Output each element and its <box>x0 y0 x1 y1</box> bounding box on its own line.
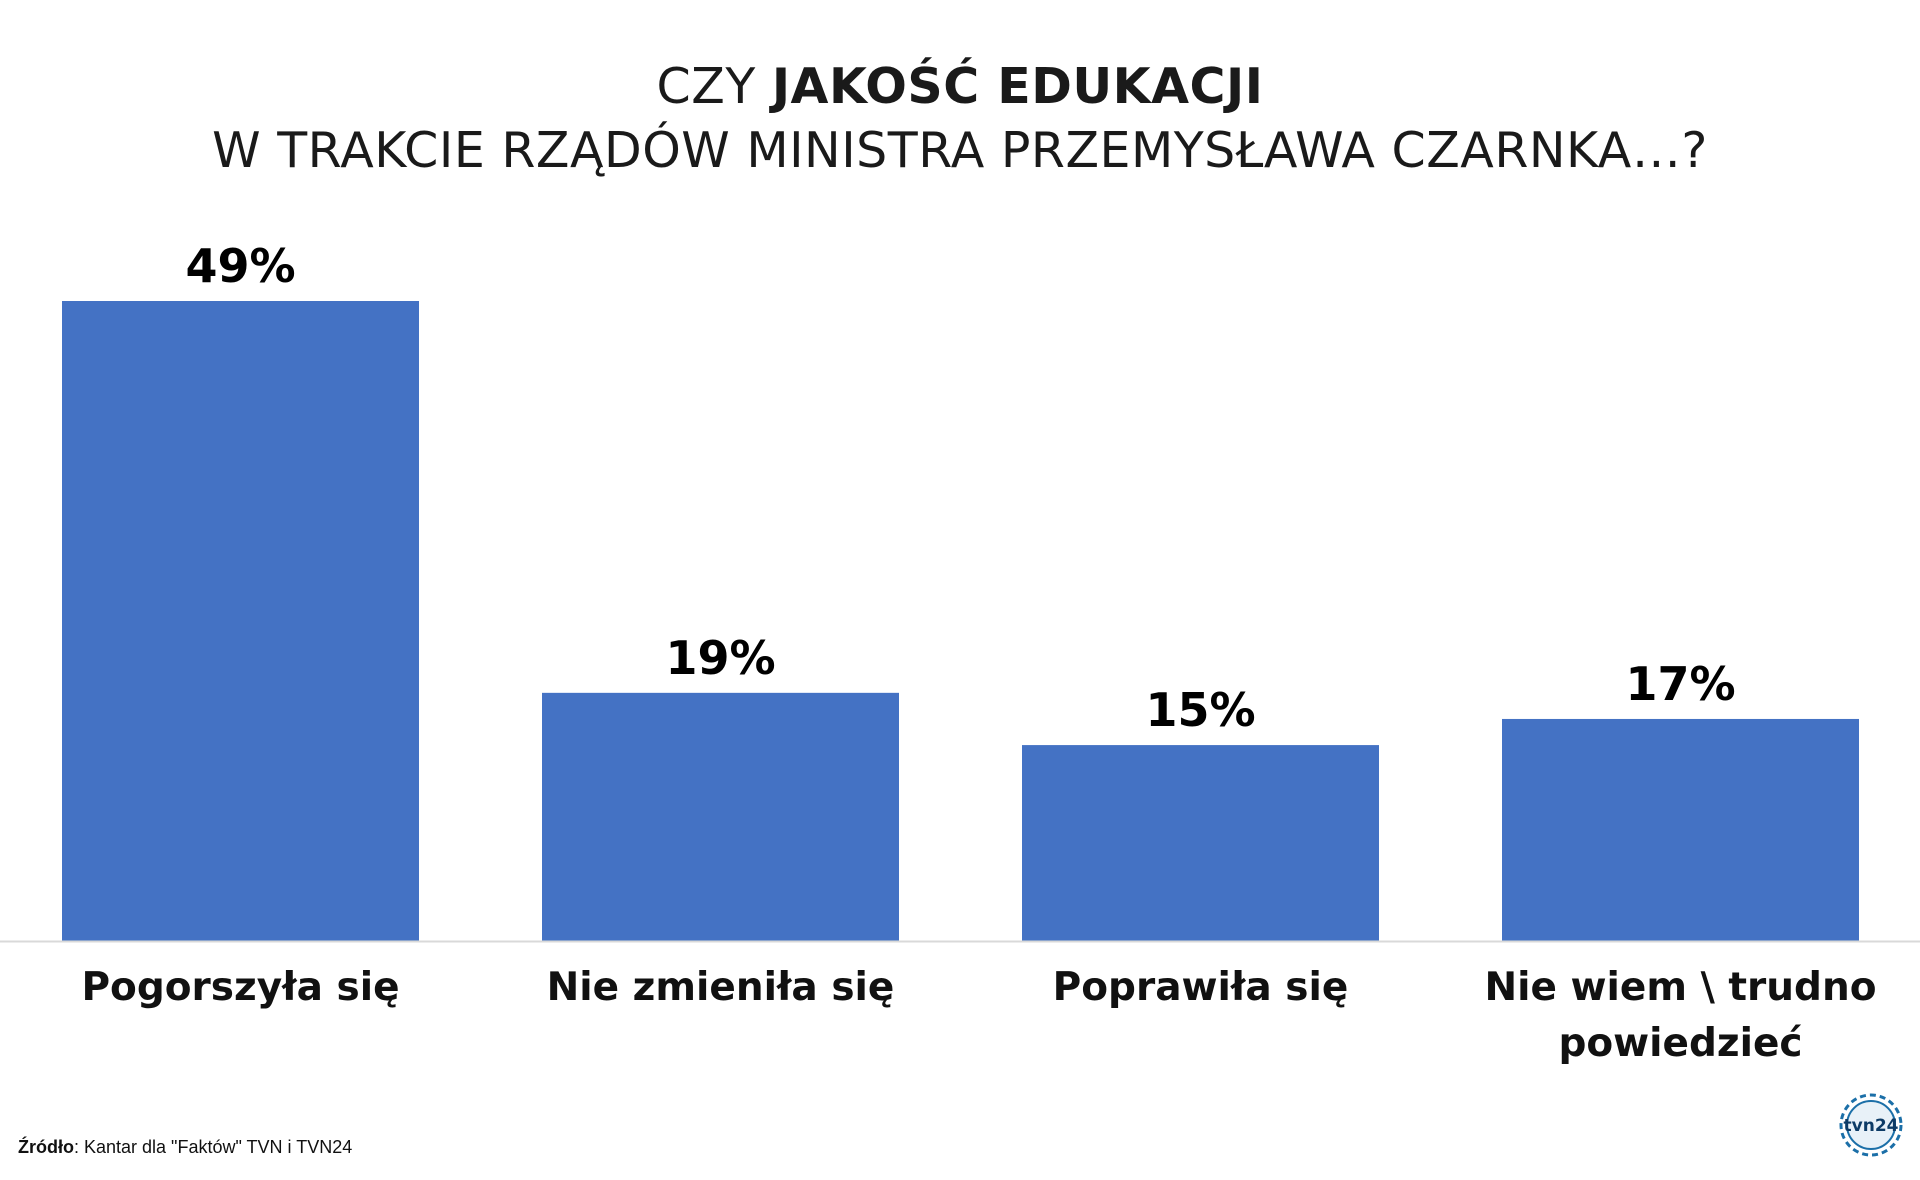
value-label-3: 15% <box>1145 683 1255 737</box>
source-note: Źródło: Kantar dla "Faktów" TVN i TVN24 <box>18 1137 352 1158</box>
source-text: : Kantar dla "Faktów" TVN i TVN24 <box>74 1137 353 1157</box>
bars-group <box>62 301 1859 941</box>
chart-title-line2: W TRAKCIE RZĄDÓW MINISTRA PRZEMYSŁAWA CZ… <box>212 122 1708 179</box>
bar-3 <box>1022 745 1379 941</box>
tvn24-logo-icon: tvn24 <box>1839 1093 1903 1157</box>
source-key: Źródło <box>18 1137 74 1157</box>
bar-4 <box>1502 718 1859 941</box>
title-prefix: CZY <box>656 58 772 115</box>
value-labels-group: 49% 19% 15% 17% <box>185 239 1735 737</box>
value-label-1: 49% <box>185 239 295 293</box>
category-label-4-line-1: Nie wiem \ trudno <box>1484 965 1876 1010</box>
tvn24-logo: tvn24 <box>1836 1090 1906 1160</box>
title-emphasis: JAKOŚĆ EDUKACJI <box>771 58 1264 115</box>
category-label-1: Pogorszyła się <box>81 965 399 1010</box>
chart-title-line1: CZY JAKOŚĆ EDUKACJI <box>0 58 1920 115</box>
category-labels-group: Pogorszyła się Nie zmieniła się Poprawiła … <box>81 965 1876 1066</box>
value-label-4: 17% <box>1625 657 1735 711</box>
category-label-3: Poprawiła się <box>1053 965 1349 1010</box>
svg-text:tvn24: tvn24 <box>1844 1116 1899 1136</box>
category-label-4-line-2: powiedzieć <box>1558 1021 1802 1066</box>
bar-1 <box>62 301 419 941</box>
category-label-2: Nie zmieniła się <box>547 965 895 1010</box>
bar-2 <box>542 692 899 941</box>
value-label-2: 19% <box>665 631 775 685</box>
